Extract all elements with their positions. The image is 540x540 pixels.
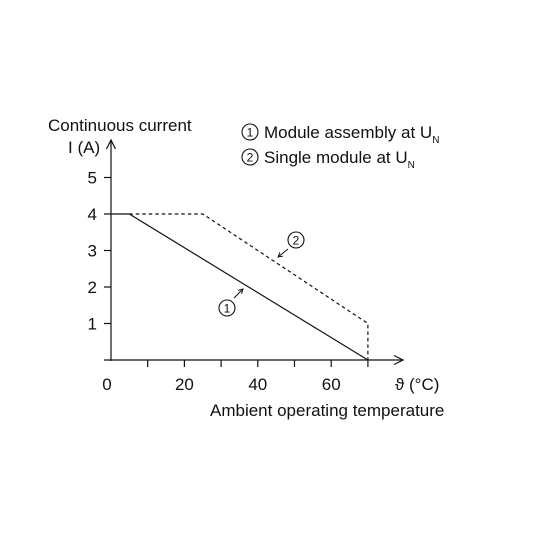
series-1-line [111,213,369,361]
series-2-callout: 2 [277,231,305,258]
callout-arrow-shaft [233,288,244,299]
legend-label-2-sub: N [408,160,415,171]
callout-number: 2 [293,234,300,248]
legend-marker-1: 1 [247,126,254,140]
y-tick-label: 4 [88,205,97,224]
series-1-callout: 1 [218,288,244,317]
legend-entry-1: 1 Module assembly at UN [241,123,439,146]
x-axis-arrow [393,354,405,366]
x-tick-label: 0 [102,375,111,394]
legend-entry-2: 2 Single module at UN [241,148,415,171]
x-axis-title: Ambient operating temperature [210,401,444,420]
y-tick-label: 1 [88,315,97,334]
legend-label-1: Module assembly at UN [264,123,439,146]
x-axis-symbol: ϑ (°C) [395,375,439,394]
legend-label-1-sub: N [432,135,439,146]
legend-label-1-text: Module assembly at U [264,123,432,142]
y-tick-label: 3 [88,242,97,261]
legend-marker-2: 2 [247,151,254,165]
callout-arrow-head [238,288,244,294]
legend-marker-1-circle [241,123,259,141]
legend-marker-2-circle [241,148,259,166]
legend: 1 Module assembly at UN 2 Single module … [241,123,439,171]
callout-arrow-head [277,252,283,258]
y-axis-title-line1: Continuous current [48,116,192,135]
y-axis-title-line2: I (A) [68,138,100,157]
x-tick-label: 20 [175,375,194,394]
callout-circle [287,231,305,249]
y-tick-label: 2 [88,278,97,297]
x-tick-label: 60 [322,375,341,394]
y-tick-label: 5 [88,169,97,188]
callout-number: 1 [224,302,231,316]
x-tick-label: 40 [248,375,267,394]
y-axis-arrow [105,138,117,150]
callout-circle [218,299,236,317]
legend-label-2-text: Single module at U [264,148,408,167]
callout-arrow-shaft [277,248,289,258]
legend-label-2: Single module at UN [264,148,415,171]
